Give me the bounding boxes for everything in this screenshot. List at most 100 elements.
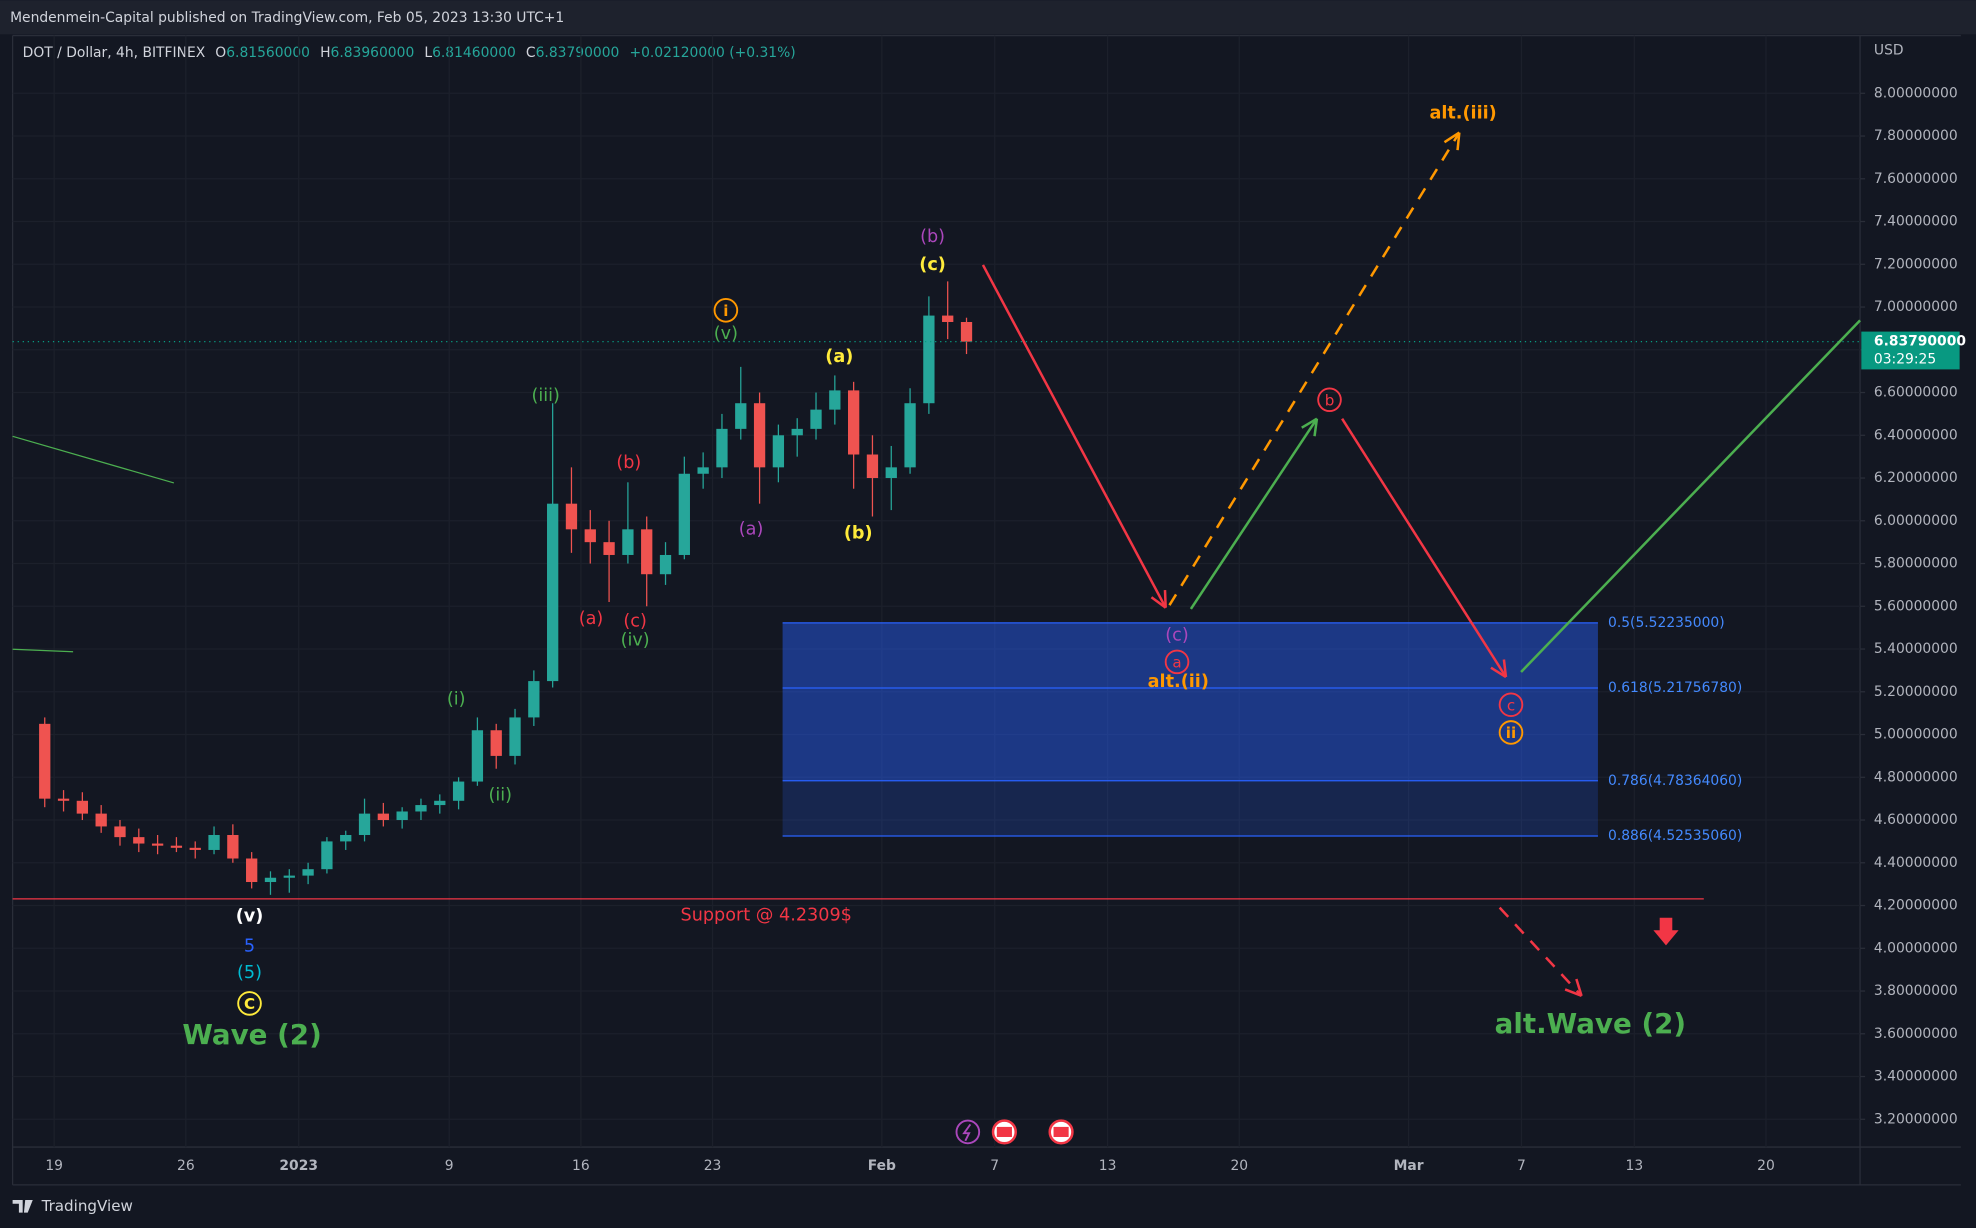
candle-body [208,834,220,850]
candle-body [283,875,295,878]
y-tick-label: 5.40000000 [1874,641,1958,657]
arrow-head [1301,417,1318,429]
candle [227,824,239,863]
candle [791,418,803,457]
candle-body [133,837,145,844]
event-icon [962,1123,972,1142]
event-icons [955,917,1679,1145]
event-icon[interactable] [955,1119,981,1145]
y-tick-label: 6.20000000 [1874,470,1958,486]
last-price-box [1861,331,1960,370]
candle-body [170,845,183,848]
candle-body [735,403,747,429]
y-tick-label: 6.40000000 [1874,427,1958,443]
candle-body [321,841,333,870]
candle-body [942,315,954,322]
candle [866,435,879,517]
candle-body [678,473,690,555]
candle-body [471,730,484,782]
candle [772,424,785,483]
annotation: (a) [739,520,764,540]
trend-line [12,648,74,653]
y-tick-label: 6.00000000 [1874,513,1958,529]
y-tick-label: 7.40000000 [1874,214,1958,230]
candle-body [716,428,728,468]
candle [95,805,107,833]
ohlc-value: 6.83790000 [536,45,620,61]
candle-body [772,435,785,468]
arrow-head [1575,978,1583,997]
ohlc-label: H [320,45,330,61]
fib-zone [782,622,1598,689]
arrow-line [1498,906,1583,997]
fib-label: 0.786(4.78364060) [1608,773,1742,789]
annotation: (c) [919,255,946,275]
ohlc-label: L [424,45,432,61]
footer: TradingView [12,1197,133,1215]
candle-body [377,813,389,821]
candle-body [76,800,89,814]
ohlc-label: O [215,45,226,61]
arrow-head [1502,659,1508,678]
candle-body [340,834,352,842]
candle-body [584,529,596,543]
candle [678,456,690,560]
candle [603,520,615,603]
candle-body [847,390,860,455]
x-tick-label: 7 [1517,1158,1526,1174]
candle-body [923,315,935,404]
ohlc-value: 6.81560000 [226,45,310,61]
annotation: i [723,302,728,320]
ohlc-value: 6.81460000 [432,45,516,61]
annotation: (b) [920,227,945,247]
candle-body [528,681,540,718]
annotation: (c) [623,612,646,632]
x-tick-label: 13 [1099,1158,1117,1174]
candle-body [547,503,559,682]
annotation-circle [713,298,739,323]
candle [208,826,220,855]
candle [829,375,841,425]
legend: DOT / Dollar, 4h, BITFINEX O6.81560000 H6.… [23,45,796,61]
top-bar [0,0,1976,35]
candle [57,790,70,812]
annotation: alt.Wave (2) [1495,1007,1686,1040]
annotation: (v) [236,906,264,926]
candle [904,388,916,474]
candle-body [753,403,766,468]
y-tick-label: 4.80000000 [1874,769,1958,785]
annotation: 5 [244,937,255,957]
countdown: 03:29:25 [1874,351,1936,367]
x-tick-label: 2023 [279,1158,318,1174]
candle-body [95,813,107,827]
annotation: C [244,995,255,1013]
y-tick-label: 3.80000000 [1874,983,1958,999]
last-price-label: 6.83790000 [1874,334,1966,350]
candle-body [114,826,126,838]
y-tick-label: 3.60000000 [1874,1026,1958,1042]
candle [321,837,333,874]
candle-body [434,800,446,806]
support-label: Support @ 4.2309$ [681,905,852,925]
candle-body [885,467,897,479]
annotation: (ii) [489,785,513,805]
candle [133,828,145,853]
annotation: ii [1506,724,1516,742]
candle [528,670,540,726]
arrow-head [1150,596,1167,609]
candle-body [866,454,879,479]
annotation: (i) [447,690,466,710]
arrow-line [981,264,1167,609]
y-tick-label: 7.00000000 [1874,299,1958,315]
y-tick-label: 5.80000000 [1874,556,1958,572]
fib-label: 0.5(5.52235000) [1608,615,1725,631]
candle [942,281,954,340]
fib-zone [782,688,1598,781]
candle [810,392,822,440]
annotation-circle [237,991,262,1016]
candle [39,717,51,808]
candle [885,445,897,511]
y-tick-label: 4.60000000 [1874,812,1958,828]
